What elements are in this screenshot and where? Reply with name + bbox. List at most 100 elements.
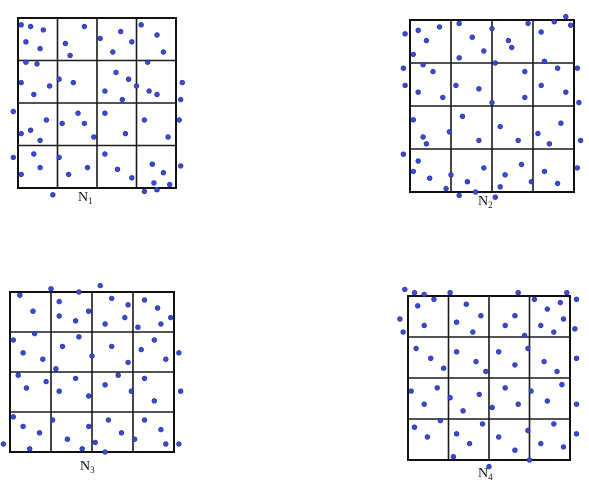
point-n1 <box>125 76 132 82</box>
point-n1 <box>56 76 62 82</box>
point-n1 <box>151 180 157 186</box>
point-n1 <box>102 88 108 94</box>
point-n1 <box>27 23 34 30</box>
point-n4 <box>573 296 580 302</box>
point-n4 <box>415 303 421 309</box>
panel-n1: N1 <box>10 17 186 206</box>
point-n1 <box>167 181 173 188</box>
point-n4 <box>502 385 508 391</box>
point-n4 <box>411 290 418 296</box>
point-n4 <box>572 326 578 332</box>
point-n2 <box>440 94 446 101</box>
point-n2 <box>402 82 408 89</box>
point-n4 <box>453 319 460 325</box>
point-n4 <box>478 313 484 319</box>
point-n1 <box>146 88 152 94</box>
point-n4 <box>447 290 453 296</box>
point-n1 <box>110 49 116 55</box>
point-n1 <box>37 45 43 52</box>
point-n2 <box>576 99 582 106</box>
point-n1 <box>81 120 88 127</box>
point-n2 <box>522 68 528 75</box>
point-n3 <box>64 436 71 442</box>
point-n1 <box>18 22 24 28</box>
point-n4 <box>502 322 508 329</box>
point-n1 <box>178 163 184 169</box>
point-n3 <box>102 321 108 327</box>
point-n4 <box>473 358 479 365</box>
point-n3 <box>158 426 164 433</box>
point-n2 <box>410 168 416 175</box>
point-n4 <box>421 401 427 407</box>
point-n2 <box>446 129 453 135</box>
point-n2 <box>505 37 512 44</box>
point-n2 <box>577 137 584 144</box>
point-n1 <box>117 28 124 35</box>
point-n2 <box>497 184 503 190</box>
point-n3 <box>76 289 82 295</box>
point-n1 <box>141 188 148 195</box>
point-n2 <box>538 29 544 35</box>
point-n4 <box>551 421 557 427</box>
panel-n4: N4 <box>397 286 580 482</box>
point-n4 <box>512 313 518 319</box>
point-n3 <box>151 398 158 404</box>
label-n1: N1 <box>78 190 93 206</box>
point-n3 <box>125 359 131 366</box>
point-n4 <box>564 290 570 296</box>
point-n2 <box>489 25 495 32</box>
point-n1 <box>75 110 81 116</box>
point-n3 <box>43 378 49 385</box>
point-n4 <box>479 421 486 427</box>
point-n2 <box>522 94 528 101</box>
point-n2 <box>528 179 535 185</box>
point-n3 <box>89 353 95 359</box>
point-n4 <box>531 296 538 302</box>
point-n1 <box>31 151 37 157</box>
point-n4 <box>437 417 444 424</box>
point-n2 <box>481 48 487 54</box>
points-n2 <box>400 13 584 200</box>
point-n1 <box>176 117 182 123</box>
point-n1 <box>113 69 119 76</box>
point-n2 <box>476 137 482 144</box>
point-n1 <box>10 108 16 115</box>
point-n1 <box>70 79 77 86</box>
point-n2 <box>436 24 443 30</box>
point-n1 <box>10 154 16 161</box>
point-n2 <box>574 165 580 171</box>
point-n4 <box>525 427 531 434</box>
point-n2 <box>415 89 421 95</box>
point-n4 <box>453 431 460 437</box>
point-n4 <box>544 398 550 404</box>
point-n4 <box>470 329 476 335</box>
point-n3 <box>23 385 30 391</box>
point-n1 <box>50 192 56 198</box>
point-n3 <box>158 321 164 327</box>
point-n1 <box>62 40 69 47</box>
point-n3 <box>27 446 33 452</box>
point-n4 <box>411 424 418 430</box>
point-n3 <box>53 366 59 372</box>
point-n2 <box>497 123 503 130</box>
point-n2 <box>453 82 459 89</box>
point-n2 <box>402 31 408 37</box>
points-n3 <box>0 282 184 455</box>
point-n3 <box>85 423 92 430</box>
point-n4 <box>413 345 419 352</box>
point-n2 <box>410 51 416 58</box>
point-n4 <box>560 444 567 450</box>
point-n3 <box>49 417 56 423</box>
point-n2 <box>489 99 495 106</box>
point-n2 <box>567 22 574 28</box>
point-n1 <box>46 83 53 89</box>
point-n2 <box>469 34 475 40</box>
point-n1 <box>67 52 73 59</box>
point-n4 <box>544 306 550 312</box>
point-n4 <box>402 286 408 293</box>
point-n4 <box>559 381 565 388</box>
point-n3 <box>151 337 158 343</box>
point-n1 <box>141 117 148 123</box>
point-n4 <box>521 332 528 339</box>
